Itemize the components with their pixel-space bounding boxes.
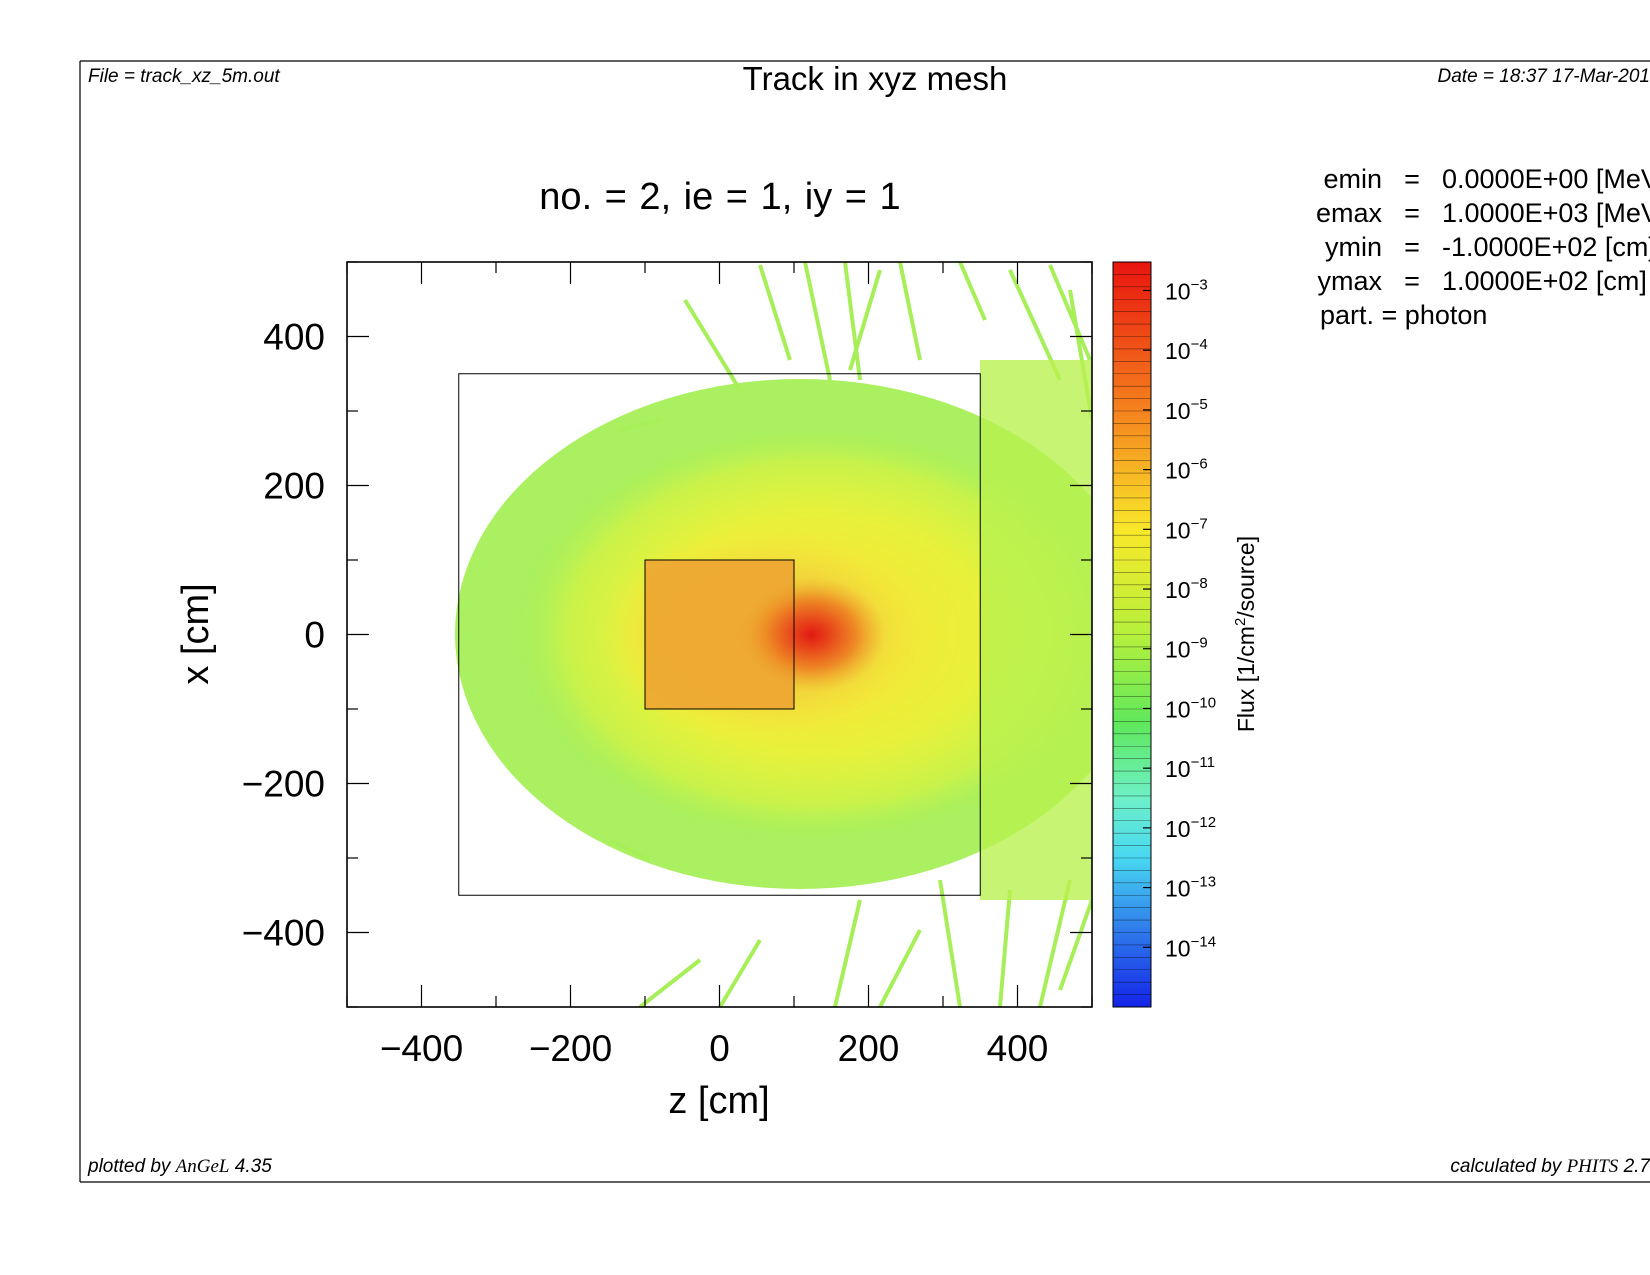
- param-key: ymax: [1317, 266, 1382, 296]
- param-eq: =: [1404, 232, 1420, 262]
- y-tick-label: 400: [263, 317, 325, 358]
- x-tick-label: 200: [838, 1028, 900, 1069]
- param-emax: emax = 1.0000E+03 [MeV: [1290, 196, 1650, 230]
- plotted-version: 4.35: [229, 1156, 272, 1177]
- track-streak: [958, 262, 987, 321]
- track-streak: [1048, 264, 1092, 361]
- track-streak: [638, 958, 702, 1007]
- colorbar-tick-label: 10−9: [1165, 635, 1208, 663]
- track-streak: [1038, 879, 1072, 1007]
- heatmap-area: [347, 262, 1092, 1007]
- angel-brand: AnGeL: [175, 1156, 230, 1177]
- track-streak: [998, 889, 1012, 1007]
- param-value: -1.0000E+02 [cm]: [1442, 232, 1650, 262]
- plotted-prefix: plotted by: [88, 1156, 176, 1177]
- colorbar-tick-label: 10−10: [1165, 694, 1216, 722]
- param-value: 1.0000E+02 [cm]: [1442, 266, 1647, 296]
- param-key: ymin: [1324, 232, 1382, 262]
- colorbar-tick-label: 10−7: [1165, 515, 1208, 543]
- track-streak: [878, 929, 922, 1007]
- x-tick-label: −400: [380, 1028, 463, 1069]
- track-streak: [833, 899, 862, 1007]
- y-tick-label: 200: [263, 466, 325, 507]
- y-tick-label: 0: [304, 615, 325, 656]
- x-tick-label: 0: [709, 1028, 730, 1069]
- colorbar-label-sup: 2: [1232, 618, 1249, 626]
- track-streak: [898, 262, 922, 361]
- chart-title: Track in xyz mesh: [742, 60, 1008, 97]
- y-tick-label: −400: [242, 913, 325, 954]
- file-label: File = track_xz_5m.out: [88, 66, 280, 87]
- colorbar-bands: [1113, 274, 1151, 995]
- track-streak: [683, 298, 742, 392]
- x-tick-label: −200: [529, 1028, 612, 1069]
- date-label: Date = 18:37 17-Mar-201: [1437, 66, 1650, 87]
- plotted-by: plotted by AnGeL 4.35: [88, 1156, 272, 1178]
- param-eq: =: [1404, 266, 1420, 296]
- colorbar-tick-label: 10−3: [1165, 276, 1208, 304]
- x-axis-ticks: −400 −200 0 200 400: [346, 262, 1093, 1069]
- flux-hot-spot: [736, 576, 887, 693]
- param-particle: part. = photon: [1320, 300, 1488, 330]
- colorbar-label-suffix: /source]: [1233, 536, 1259, 618]
- colorbar-tick-label: 10−14: [1165, 933, 1216, 961]
- chart-subtitle: no. = 2, ie = 1, iy = 1: [539, 176, 901, 218]
- colorbar-tick-label: 10−4: [1165, 336, 1208, 364]
- flux-right-band: [980, 360, 1092, 900]
- colorbar-tick-label: 10−12: [1165, 814, 1216, 842]
- param-key: emin: [1323, 164, 1382, 194]
- param-value: 0.0000E+00 [MeV: [1442, 164, 1650, 194]
- track-streak: [1058, 899, 1092, 991]
- param-eq: =: [1404, 164, 1420, 194]
- y-axis-ticks: −400 −200 0 200 400: [242, 261, 1092, 1008]
- phits-brand: PHITS: [1566, 1156, 1619, 1177]
- colorbar-tick-label: 10−13: [1165, 874, 1216, 902]
- colorbar-tick-label: 10−6: [1165, 456, 1208, 484]
- parameter-list: emin = 0.0000E+00 [MeV emax = 1.0000E+03…: [1290, 162, 1650, 332]
- calc-version: 2.7: [1618, 1156, 1650, 1177]
- colorbar-label-prefix: Flux [1/cm: [1233, 626, 1259, 732]
- param-eq: =: [1404, 198, 1420, 228]
- calc-prefix: calculated by: [1450, 1156, 1567, 1177]
- track-streak: [938, 879, 962, 1007]
- track-streak: [803, 262, 832, 381]
- colorbar-tick-label: 10−5: [1165, 396, 1208, 424]
- outer-region-box: [458, 373, 981, 896]
- x-axis-label: z [cm]: [668, 1080, 769, 1122]
- calculated-by: calculated by PHITS 2.7: [1450, 1156, 1650, 1178]
- inner-region-box: [644, 559, 795, 710]
- track-streak: [758, 264, 792, 361]
- colorbar-tick-label: 10−11: [1165, 754, 1215, 782]
- colorbar-ticks: 10−3 10−4 10−5 10−6 10−7 10−8 10−9 10−10 10−11 10…: [1143, 276, 1216, 961]
- y-axis-label: x [cm]: [175, 583, 217, 684]
- y-tick-label: −200: [242, 764, 325, 805]
- track-streak: [718, 938, 762, 1007]
- track-streak: [848, 269, 882, 371]
- param-emin: emin = 0.0000E+00 [MeV: [1290, 162, 1650, 196]
- track-streak: [843, 262, 862, 381]
- param-key: emax: [1315, 198, 1382, 228]
- colorbar-label: Flux [1/cm2/source]: [1232, 536, 1259, 732]
- colorbar-tick-label: 10−8: [1165, 575, 1208, 603]
- param-value: 1.0000E+03 [MeV: [1442, 198, 1650, 228]
- param-ymin: ymin = -1.0000E+02 [cm]: [1290, 230, 1650, 264]
- param-ymax: ymax = 1.0000E+02 [cm]: [1290, 264, 1650, 298]
- x-tick-label: 400: [987, 1028, 1049, 1069]
